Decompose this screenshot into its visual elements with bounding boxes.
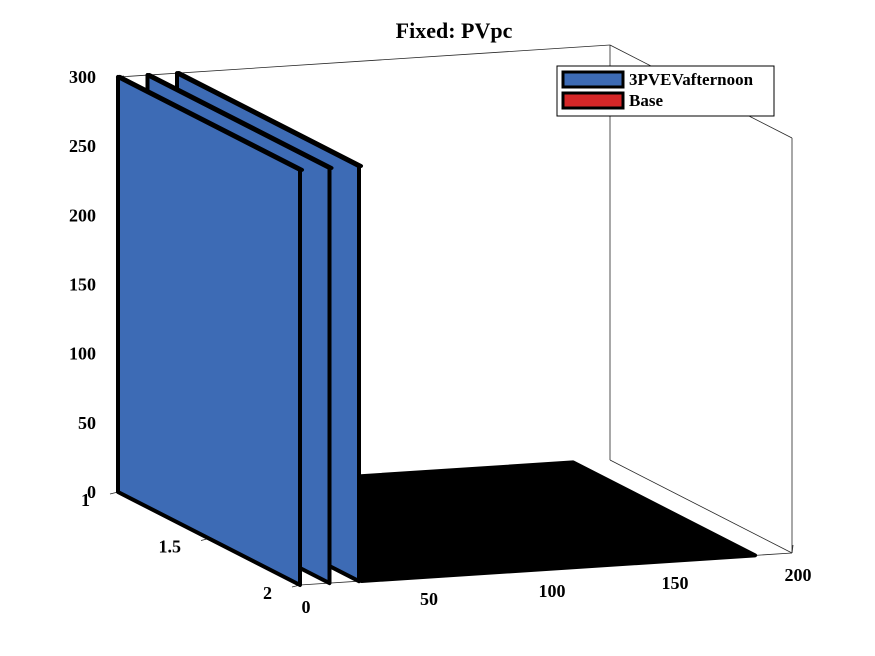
legend-swatch — [561, 70, 625, 89]
bars-layer — [116, 71, 758, 587]
legend-label: Base — [629, 91, 663, 110]
x-tick-label: 50 — [420, 589, 438, 609]
box-floor-right-edge — [609, 459, 793, 554]
x-tick-label: 150 — [662, 573, 689, 593]
z-tick-label: 150 — [69, 275, 96, 295]
z-tick-label: 0 — [87, 482, 96, 502]
x-tick-label: 0 — [302, 597, 311, 617]
z-tick-label: 300 — [69, 67, 96, 87]
y-tick-label: 1.5 — [159, 537, 182, 557]
bar-3pvevafternoon — [116, 75, 302, 587]
z-tick-label: 100 — [69, 344, 96, 364]
x-tick-mark — [791, 544, 794, 554]
z-tick-label: 50 — [78, 413, 96, 433]
x-tick-label: 100 — [539, 581, 566, 601]
legend-swatch — [561, 91, 625, 110]
z-tick-label: 250 — [69, 136, 96, 156]
z-tick-label: 200 — [69, 205, 96, 225]
y-tick-label: 2 — [263, 583, 272, 603]
legend: 3PVEVafternoon Base — [556, 65, 775, 117]
legend-label: 3PVEVafternoon — [629, 70, 754, 89]
box-top-back-edge — [117, 44, 611, 78]
y-tick-label: 1 — [81, 490, 90, 510]
x-tick-label: 200 — [785, 565, 812, 585]
chart-title: Fixed: PVpc — [396, 18, 513, 43]
